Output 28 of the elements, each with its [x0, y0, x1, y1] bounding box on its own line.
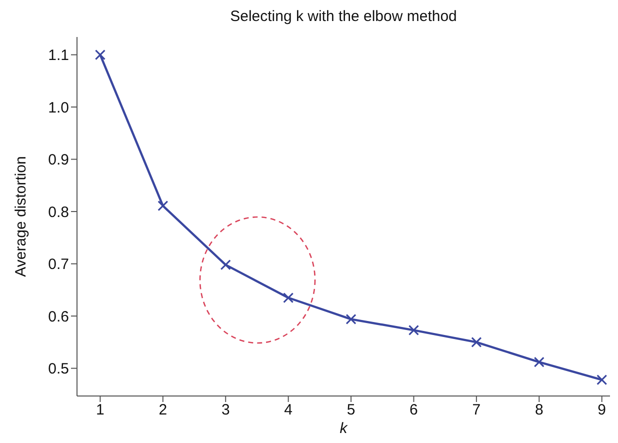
y-tick-label: 0.9	[48, 152, 69, 169]
x-tick-label: 7	[472, 402, 481, 419]
point	[408, 324, 420, 336]
x-tick-label: 3	[221, 402, 230, 419]
point	[158, 200, 168, 212]
y-tick-label: 0.5	[48, 360, 69, 378]
y-axis-title: Average distortion	[12, 156, 30, 277]
y-tick-label: 0.6	[48, 308, 69, 326]
chart-title: Selecting k with the elbow method	[229, 8, 458, 25]
point	[94, 49, 106, 60]
x-axis-title: k	[340, 420, 349, 437]
x-tick-label: 9	[598, 402, 606, 419]
point	[471, 336, 482, 348]
x-tick-label: 8	[534, 402, 544, 419]
x-tick-label: 6	[410, 402, 418, 419]
point	[283, 292, 294, 304]
point	[220, 260, 231, 270]
y-tick-label: 1.0	[48, 99, 69, 116]
x-tick-label: 4	[284, 402, 292, 419]
x-tick-label: 2	[158, 402, 168, 419]
y-tick-label: 1.1	[48, 47, 69, 64]
point	[596, 374, 608, 386]
y-tick-label: 0.8	[48, 204, 69, 221]
y-tick-label: 0.7	[48, 256, 69, 274]
x-tick-label: 1	[96, 402, 104, 419]
x-tick-label: 5	[346, 402, 356, 419]
point	[534, 356, 544, 368]
point	[346, 314, 356, 324]
